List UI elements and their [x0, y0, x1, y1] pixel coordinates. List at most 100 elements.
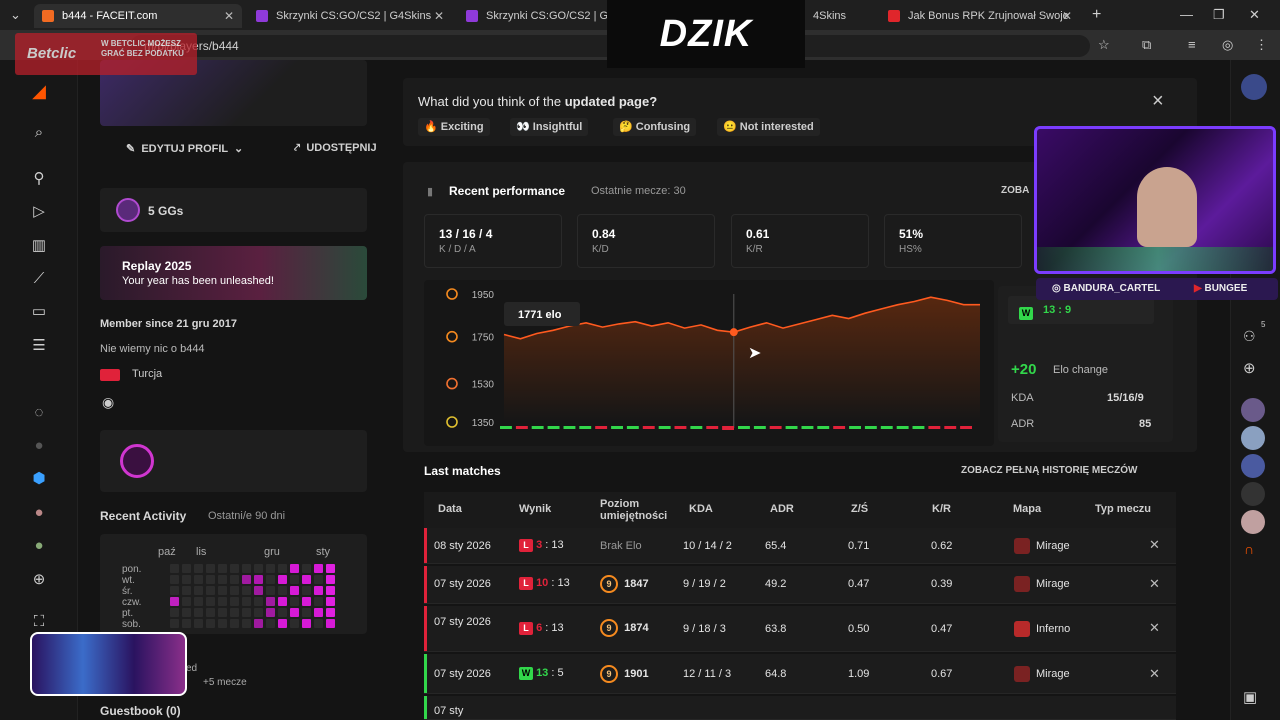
match-result-segment[interactable] — [642, 426, 655, 429]
table-row[interactable]: 07 sty 2026 W 13 : 5 9 1901 12 / 11 / 3 … — [424, 654, 1176, 694]
media-icon[interactable]: ≡ — [1188, 37, 1196, 52]
video-icon[interactable]: ▭ — [31, 303, 47, 320]
add-friend-icon[interactable]: ⊕ — [1243, 360, 1256, 377]
match-result-segment[interactable] — [833, 426, 846, 429]
match-result-segment[interactable] — [547, 426, 560, 429]
table-row[interactable]: 08 sty 2026 L 3 : 13 Brak Elo 10 / 14 / … — [424, 528, 1176, 564]
find-players-icon[interactable]: ⚲ — [33, 170, 45, 187]
match-result-segment[interactable] — [674, 426, 687, 429]
bookmark-star-icon[interactable]: ☆ — [1098, 37, 1110, 52]
match-result-segment[interactable] — [626, 426, 639, 429]
match-result-segment[interactable] — [515, 426, 528, 429]
match-result-segment[interactable] — [912, 426, 925, 429]
match-result-segment[interactable] — [690, 426, 703, 429]
match-result-segment[interactable] — [531, 426, 544, 429]
match-result-segment[interactable] — [817, 426, 830, 429]
match-result-segment[interactable] — [658, 426, 671, 429]
survey-option-exciting[interactable]: 🔥 Exciting — [418, 118, 490, 136]
col-result[interactable]: Wynik — [519, 503, 552, 515]
edit-profile-button[interactable]: ✎ EDYTUJ PROFIL ⌄ — [126, 143, 244, 155]
col-kr[interactable]: K/R — [932, 503, 951, 515]
table-row[interactable]: 07 sty — [424, 696, 1176, 720]
match-type-icon[interactable]: ✕ — [1149, 537, 1160, 552]
party-icon[interactable]: ⚇ — [1243, 328, 1256, 344]
expand-icon[interactable]: ⛶ — [33, 613, 45, 630]
faceit-logo-icon[interactable]: ◢ — [32, 81, 46, 101]
match-result-segment[interactable] — [960, 426, 972, 429]
avatar-small-icon[interactable]: ● — [34, 437, 44, 454]
friend-avatar-icon[interactable]: ● — [34, 504, 44, 521]
maximize-icon[interactable]: ❐ — [1213, 7, 1225, 22]
share-button[interactable]: ⤤ UDOSTĘPNIJ — [294, 142, 377, 154]
friend-avatar-3[interactable] — [1241, 454, 1265, 478]
match-result-segment[interactable] — [500, 426, 512, 429]
match-result-segment[interactable] — [611, 426, 623, 429]
replay-card[interactable]: Replay 2025 Your year has been unleashed… — [100, 246, 367, 300]
col-level[interactable]: Poziom umiejętności — [600, 498, 668, 522]
friend-avatar-5[interactable] — [1241, 510, 1265, 534]
full-history-link[interactable]: ZOBACZ PEŁNĄ HISTORIĘ MECZÓW — [961, 465, 1138, 476]
search-icon[interactable]: ⌕ — [34, 124, 44, 141]
match-result-segment[interactable] — [595, 426, 608, 429]
leaderboard-icon[interactable]: ▥ — [31, 237, 47, 254]
ggs-card[interactable]: 5 GGs — [100, 188, 367, 232]
menu-kebab-icon[interactable]: ⋮ — [1255, 37, 1268, 52]
match-type-icon[interactable]: ✕ — [1149, 666, 1160, 681]
stats-icon[interactable]: ⟋ — [33, 270, 45, 287]
col-adr[interactable]: ADR — [770, 503, 794, 515]
match-result-segment[interactable] — [579, 426, 592, 429]
tab-g4skins-2[interactable]: Skrzynki CS:GO/CS2 | G4Sk — [458, 4, 608, 28]
match-result-segment[interactable] — [563, 426, 576, 429]
match-result-segment[interactable] — [706, 426, 719, 429]
more-matches[interactable]: +5 mecze — [203, 677, 247, 688]
match-result-segment[interactable] — [769, 426, 782, 429]
match-result-segment[interactable] — [785, 426, 798, 429]
tab-g4skins-1[interactable]: Skrzynki CS:GO/CS2 | G4Skins ✕ — [248, 4, 452, 28]
col-kda[interactable]: KDA — [689, 503, 713, 515]
friend-avatar-2[interactable] — [1241, 426, 1265, 450]
add-icon[interactable]: ⊕ — [32, 571, 46, 588]
match-result-segment[interactable] — [801, 426, 814, 429]
match-result-segment[interactable] — [722, 426, 734, 430]
performance-more-link[interactable]: ZOBA — [1001, 185, 1030, 196]
new-tab-button[interactable]: + — [1092, 6, 1102, 23]
friend-avatar-4[interactable] — [1241, 482, 1265, 506]
close-window-icon[interactable]: ✕ — [1249, 7, 1260, 22]
match-result-segment[interactable] — [896, 426, 909, 429]
tab-g4skins-3[interactable]: 4Skins — [805, 4, 875, 28]
friend-avatar-icon[interactable]: ● — [34, 537, 44, 554]
close-tab-icon[interactable]: ✕ — [1061, 9, 1072, 23]
support-headset-icon[interactable]: ∩ — [1244, 541, 1255, 557]
close-tab-icon[interactable]: ✕ — [433, 9, 444, 23]
elo-chart[interactable]: 1950 1750 1530 1350 1771 elo ➤ — [424, 280, 994, 446]
close-survey-button[interactable]: × — [1152, 90, 1164, 112]
survey-option-insightful[interactable]: 👀 Insightful — [510, 118, 589, 136]
close-tab-icon[interactable]: ✕ — [223, 9, 234, 23]
tab-search-icon[interactable]: ⌄ — [10, 7, 21, 22]
match-result-segment[interactable] — [880, 426, 893, 429]
play-icon[interactable]: ▷ — [33, 203, 45, 220]
survey-option-not-interested[interactable]: 😐 Not interested — [717, 118, 820, 136]
extensions-icon[interactable]: ⧉ — [1142, 37, 1152, 52]
match-result-segment[interactable] — [753, 426, 766, 429]
col-match-type[interactable]: Typ meczu — [1095, 503, 1152, 515]
match-result-segment[interactable] — [864, 426, 877, 429]
chat-icon[interactable]: ▣ — [1243, 689, 1258, 706]
match-result-segment[interactable] — [849, 426, 861, 429]
profile-icon[interactable]: ◎ — [1222, 37, 1234, 52]
col-date[interactable]: Data — [438, 503, 462, 515]
table-row[interactable]: 07 sty 2026 L 10 : 13 9 1847 9 / 19 / 2 … — [424, 566, 1176, 604]
shield-icon[interactable]: ⬢ — [32, 470, 46, 487]
col-zs[interactable]: Z/Ś — [851, 503, 869, 515]
match-result-segment[interactable] — [928, 426, 941, 429]
survey-option-confusing[interactable]: 🤔 Confusing — [613, 118, 697, 136]
friend-avatar-1[interactable] — [1241, 398, 1265, 422]
table-row[interactable]: 07 sty 2026 L 6 : 13 9 1874 9 / 18 / 3 6… — [424, 606, 1176, 652]
match-result-segment[interactable] — [738, 426, 750, 429]
tab-faceit[interactable]: b444 - FACEIT.com ✕ — [34, 4, 242, 28]
user-avatar[interactable] — [1241, 74, 1267, 100]
col-map[interactable]: Mapa — [1013, 503, 1042, 515]
tab-youtube[interactable]: Jak Bonus RPK Zrujnował Swoje ✕ — [880, 4, 1080, 28]
list-icon[interactable]: ☰ — [32, 337, 46, 354]
steam-icon[interactable]: ◉ — [102, 394, 115, 410]
